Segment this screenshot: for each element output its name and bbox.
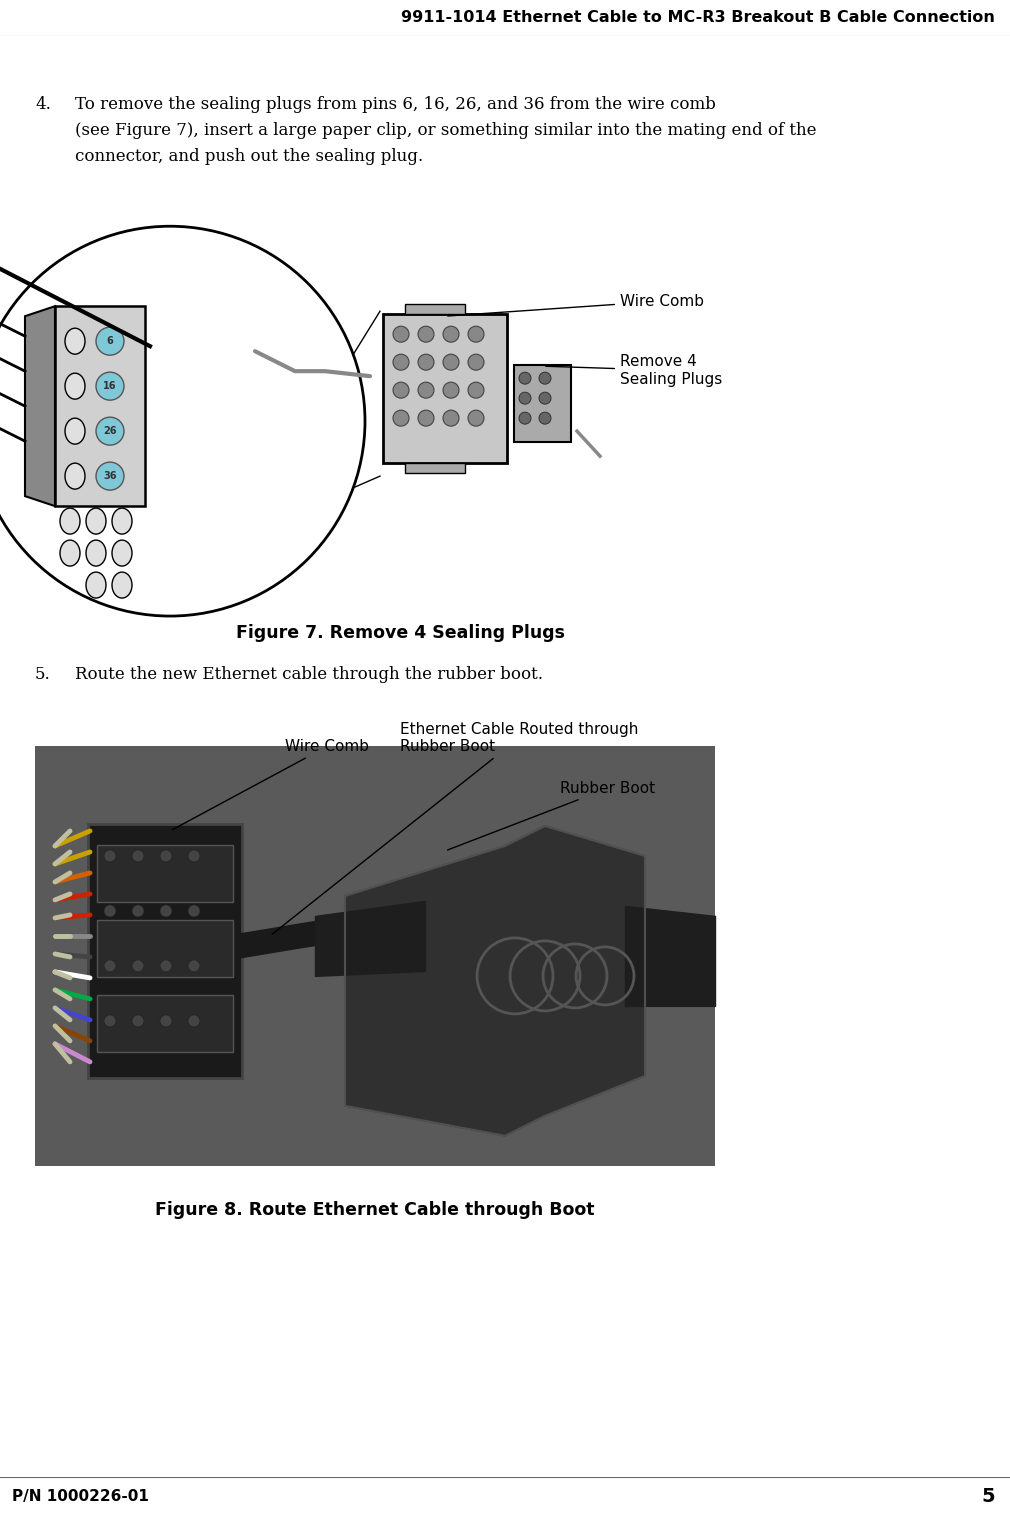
FancyBboxPatch shape [35, 746, 715, 1167]
Circle shape [393, 354, 409, 371]
FancyBboxPatch shape [514, 365, 571, 442]
Circle shape [393, 383, 409, 398]
Circle shape [160, 1015, 172, 1027]
FancyBboxPatch shape [97, 844, 233, 902]
Ellipse shape [86, 540, 106, 566]
Ellipse shape [86, 572, 106, 598]
Circle shape [96, 461, 124, 490]
Circle shape [519, 412, 531, 424]
Text: Wire Comb: Wire Comb [447, 294, 704, 316]
Circle shape [188, 959, 200, 971]
Circle shape [443, 410, 459, 427]
Circle shape [104, 1015, 116, 1027]
Circle shape [468, 410, 484, 427]
Text: (see Figure 7), insert a large paper clip, or something similar into the mating : (see Figure 7), insert a large paper cli… [75, 123, 816, 139]
Circle shape [468, 383, 484, 398]
Circle shape [132, 1015, 144, 1027]
Circle shape [96, 418, 124, 445]
Text: 9911-1014 Ethernet Cable to MC-R3 Breakout B Cable Connection: 9911-1014 Ethernet Cable to MC-R3 Breako… [401, 11, 995, 24]
Circle shape [188, 905, 200, 917]
Text: Figure 8. Route Ethernet Cable through Boot: Figure 8. Route Ethernet Cable through B… [156, 1201, 595, 1219]
FancyBboxPatch shape [97, 920, 233, 977]
Text: 26: 26 [103, 427, 117, 436]
Text: To remove the sealing plugs from pins 6, 16, 26, and 36 from the wire comb: To remove the sealing plugs from pins 6,… [75, 97, 716, 113]
Text: Remove 4
Sealing Plugs: Remove 4 Sealing Plugs [545, 354, 722, 387]
Circle shape [418, 327, 434, 342]
Polygon shape [25, 306, 55, 507]
Circle shape [132, 850, 144, 862]
Circle shape [443, 354, 459, 371]
Text: 5: 5 [982, 1487, 995, 1505]
Circle shape [393, 410, 409, 427]
Circle shape [443, 327, 459, 342]
Circle shape [519, 392, 531, 404]
Circle shape [96, 372, 124, 399]
Circle shape [160, 959, 172, 971]
Text: 16: 16 [103, 381, 117, 392]
Circle shape [188, 850, 200, 862]
Text: Route the new Ethernet cable through the rubber boot.: Route the new Ethernet cable through the… [75, 666, 543, 682]
Text: 36: 36 [103, 471, 117, 481]
Circle shape [96, 327, 124, 356]
Text: Ethernet Cable Routed through
Rubber Boot: Ethernet Cable Routed through Rubber Boo… [272, 722, 638, 934]
Circle shape [393, 327, 409, 342]
Text: Figure 7. Remove 4 Sealing Plugs: Figure 7. Remove 4 Sealing Plugs [235, 623, 565, 642]
Circle shape [539, 392, 551, 404]
FancyBboxPatch shape [35, 746, 715, 1167]
Circle shape [188, 1015, 200, 1027]
Circle shape [160, 905, 172, 917]
Circle shape [132, 905, 144, 917]
Ellipse shape [86, 508, 106, 534]
Ellipse shape [112, 572, 132, 598]
Ellipse shape [60, 540, 80, 566]
Text: Wire Comb: Wire Comb [173, 738, 369, 829]
Circle shape [132, 959, 144, 971]
Ellipse shape [65, 328, 85, 354]
Circle shape [104, 905, 116, 917]
Ellipse shape [60, 508, 80, 534]
Circle shape [160, 850, 172, 862]
Circle shape [539, 412, 551, 424]
FancyBboxPatch shape [97, 996, 233, 1052]
Text: 4.: 4. [35, 97, 50, 113]
Text: connector, and push out the sealing plug.: connector, and push out the sealing plug… [75, 148, 423, 165]
Circle shape [519, 372, 531, 384]
FancyBboxPatch shape [55, 306, 145, 507]
Ellipse shape [65, 374, 85, 399]
FancyBboxPatch shape [383, 315, 507, 463]
Circle shape [104, 959, 116, 971]
Circle shape [0, 227, 365, 616]
Text: 5.: 5. [35, 666, 50, 682]
Ellipse shape [65, 418, 85, 445]
Circle shape [468, 354, 484, 371]
Circle shape [539, 372, 551, 384]
Circle shape [418, 410, 434, 427]
Text: P/N 1000226-01: P/N 1000226-01 [12, 1489, 149, 1504]
Polygon shape [345, 826, 645, 1136]
FancyBboxPatch shape [88, 825, 242, 1077]
Text: 6: 6 [107, 336, 113, 346]
Circle shape [418, 354, 434, 371]
Ellipse shape [65, 463, 85, 489]
FancyBboxPatch shape [405, 463, 465, 474]
Text: Rubber Boot: Rubber Boot [447, 781, 655, 850]
Circle shape [468, 327, 484, 342]
Circle shape [104, 850, 116, 862]
Ellipse shape [112, 540, 132, 566]
FancyBboxPatch shape [405, 304, 465, 315]
Circle shape [443, 383, 459, 398]
Ellipse shape [112, 508, 132, 534]
Circle shape [418, 383, 434, 398]
